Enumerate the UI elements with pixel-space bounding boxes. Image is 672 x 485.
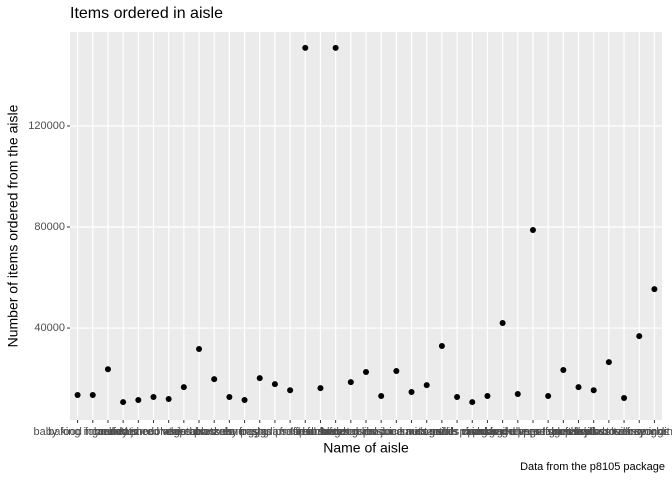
x-tick-label: fresh fruits [280,426,332,438]
x-tick-label: energy granola bars [226,426,324,438]
x-tick-label: frozen meals [319,426,382,438]
x-tick-label: dry pasta [222,426,268,438]
point [575,384,582,391]
point [590,387,597,394]
point [74,391,81,398]
point [165,396,172,403]
point [408,388,415,395]
x-tick-label: chips pretzels [165,426,233,438]
point [89,391,96,398]
x-tick-label: ice cream ice [364,426,429,438]
point [150,394,157,401]
x-tick-label: cereal [169,426,199,438]
x-tick-label: canned meals beans [118,426,220,438]
x-tick-label: yogurt [639,426,670,438]
x-tick-label: frozen produce [329,426,402,438]
point [605,359,612,366]
point [211,376,218,383]
point [651,286,658,293]
x-tick-label: packaged produce [473,426,564,438]
point [226,394,233,401]
x-tick-label: baby food formula [34,426,123,438]
point [438,342,445,349]
point [256,375,263,382]
point [499,320,506,326]
x-tick-label: oils vinegars [442,426,504,438]
x-tick-label: soup broth bouillon [547,426,640,438]
point [347,379,354,386]
point [484,393,491,400]
point [332,44,339,51]
x-tick-label: nuts seeds dried fruit [406,426,508,438]
x-tick-label: lunch meat [400,426,454,438]
x-tick-label: juice nectars [380,426,443,438]
point [514,390,521,397]
point [120,399,127,406]
x-tick-label: refrigerated [535,426,591,438]
x-tick-label: cream [214,426,245,438]
point [621,395,628,402]
point [454,394,461,401]
y-tick-label: 120000 [28,120,65,132]
point [180,384,187,391]
point [287,387,294,394]
point [545,393,552,400]
x-tick-label: hot dogs bacon sausage [321,426,441,438]
y-tick-label: 40000 [34,322,65,334]
x-tick-label: paper goods [518,426,580,438]
point [529,227,536,234]
x-tick-label: spices seasonings [579,426,669,438]
point [271,381,278,388]
point [302,44,309,51]
point [423,382,430,389]
x-tick-label: fresh dips tapenades [239,426,342,438]
x-tick-label: soy lactosefree [572,426,646,438]
point [135,397,142,404]
x-tick-label: canned jarred vegetables [92,426,216,438]
y-tick-label: 80000 [34,221,65,233]
x-tick-label: eggs [248,426,272,438]
x-tick-label: soft drinks [553,426,604,438]
caption: Data from the p8105 package [520,461,665,473]
point [241,397,248,404]
point [378,393,385,400]
x-axis-title: Name of aisle [323,440,409,456]
y-axis-title: Number of items ordered from the aisle [5,104,21,347]
x-tick-label: crackers [193,426,235,438]
x-tick-label: packaged cheese [459,426,545,438]
x-tick-label: fresh vegetables [295,426,376,438]
x-tick-label: water seltzer sparkling water [569,426,672,438]
x-tick-label: baking ingredients [48,426,138,438]
x-tick-label: fresh herbs [293,426,349,438]
x-tick-label: bread [94,426,122,438]
point [636,333,643,340]
point [317,385,324,392]
point [104,366,111,373]
point [469,399,476,406]
x-tick-label: butter [109,426,137,438]
point [196,346,203,353]
x-tick-label: other creams cheeses [433,426,542,438]
x-tick-label: packaged vegetables fruits [468,426,599,438]
point [560,366,567,373]
x-tick-label: candy chocolate [99,426,179,438]
chart-title: Items ordered in aisle [70,5,223,22]
x-tick-label: milk [432,426,452,438]
point [363,369,369,376]
point [393,367,400,374]
